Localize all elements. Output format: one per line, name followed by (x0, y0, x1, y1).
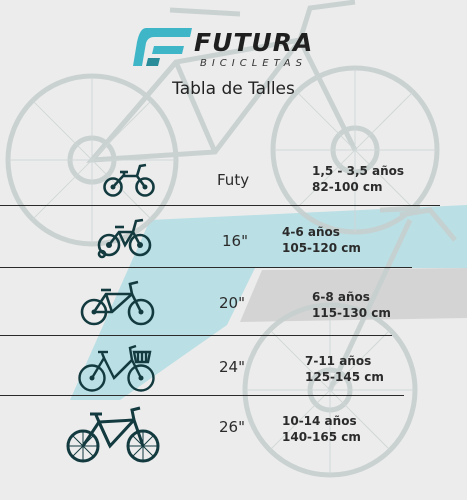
background-wheel-spokes (8, 68, 437, 475)
height-range: 105-120 cm (282, 241, 361, 255)
brand-logo: FUTURA BICICLETAS (132, 26, 342, 76)
bmx-bike-icon (80, 280, 155, 326)
age-range: 10-14 años (282, 414, 357, 428)
size-label: 16" (222, 232, 248, 250)
size-label: 20" (219, 294, 245, 312)
size-row-16: 16" 4-6 años 105-120 cm (0, 210, 467, 270)
row-divider (0, 267, 412, 268)
mountain-bike-icon (66, 406, 160, 463)
size-row-20: 20" 6-8 años 115-130 cm (0, 272, 467, 332)
age-range: 4-6 años (282, 225, 340, 239)
row-divider (0, 335, 392, 336)
row-divider (0, 395, 404, 396)
size-label: 26" (219, 418, 245, 436)
age-range: 6-8 años (312, 290, 370, 304)
height-range: 125-145 cm (305, 370, 384, 384)
city-bike-with-basket-icon (78, 344, 155, 392)
size-row-24: 24" 7-11 años 125-145 cm (0, 340, 467, 400)
kids-bike-with-training-wheels-icon (97, 218, 152, 259)
futura-f-logo-icon (133, 28, 192, 66)
page-title: Tabla de Talles (172, 79, 295, 99)
brand-name: FUTURA (194, 28, 314, 57)
height-range: 82-100 cm (312, 180, 383, 194)
size-label: 24" (219, 358, 245, 376)
background-f-shape (70, 205, 467, 400)
size-row-futy: Futy 1,5 - 3,5 años 82-100 cm (0, 152, 467, 212)
size-row-26: 26" 10-14 años 140-165 cm (0, 400, 467, 463)
brand-tagline: BICICLETAS (200, 58, 307, 69)
balance-bike-icon (103, 163, 155, 197)
row-divider (0, 205, 440, 206)
background-f-bar (240, 268, 467, 322)
age-range: 7-11 años (305, 354, 372, 368)
age-range: 1,5 - 3,5 años (312, 164, 405, 178)
height-range: 140-165 cm (282, 430, 361, 444)
size-label: Futy (217, 171, 250, 189)
height-range: 115-130 cm (312, 306, 391, 320)
